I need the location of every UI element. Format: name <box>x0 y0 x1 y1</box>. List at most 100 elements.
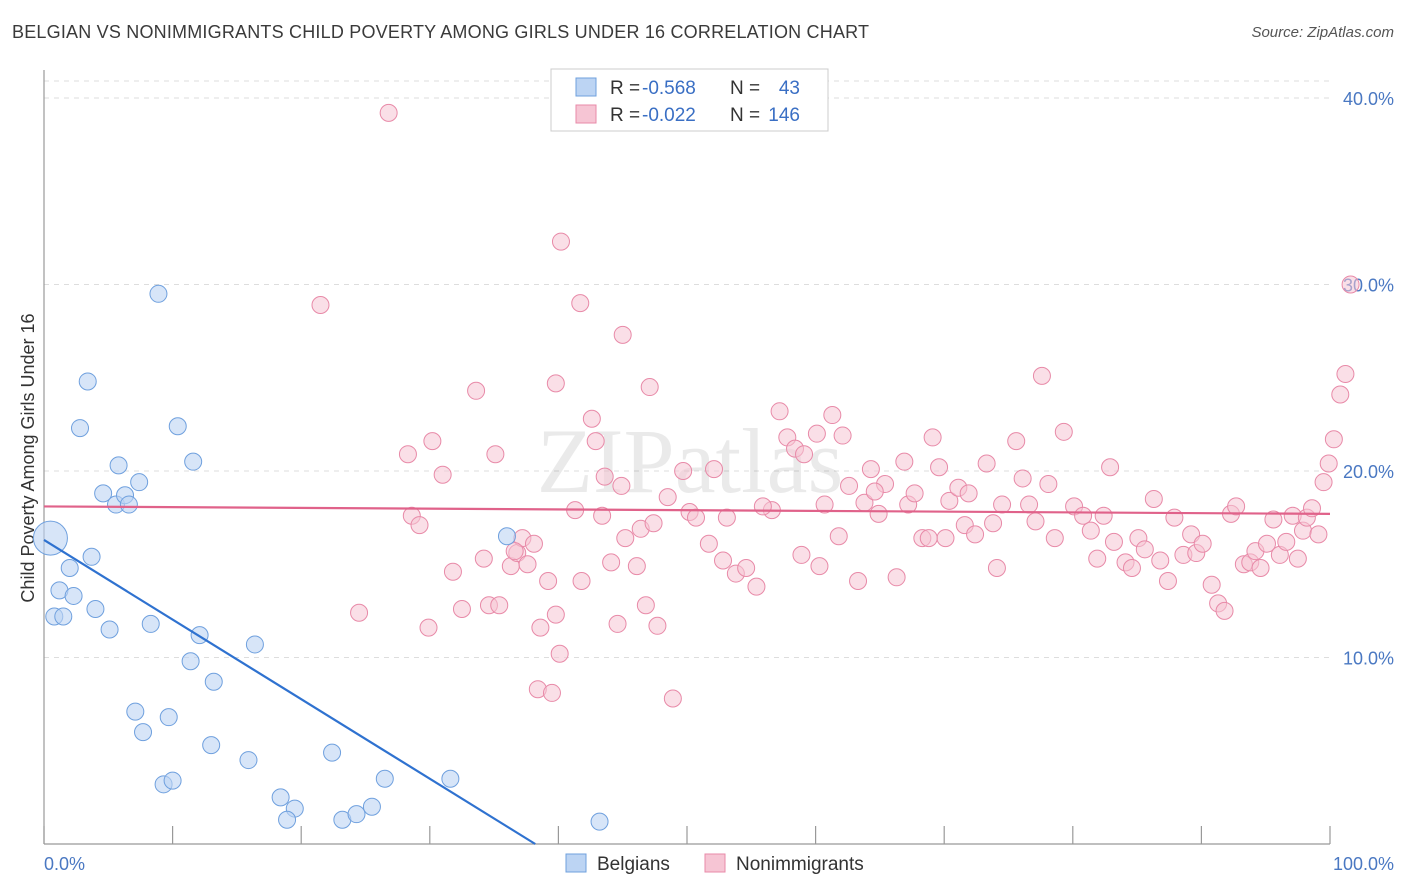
nonimmigrants-point <box>546 374 565 393</box>
nonimmigrants-point <box>595 467 614 486</box>
nonimmigrants-points <box>311 103 1360 708</box>
nonimmigrants-point <box>423 432 442 451</box>
nonimmigrants-point <box>840 476 859 495</box>
nonimmigrants-point <box>593 506 612 525</box>
nonimmigrants-point <box>1319 454 1338 473</box>
belgians-point <box>323 743 342 762</box>
nonimmigrants-point <box>572 572 591 591</box>
nonimmigrants-point <box>977 454 996 473</box>
nonimmigrants-point <box>379 103 398 122</box>
belgians-point <box>82 547 101 566</box>
belgians-trend-line <box>43 539 536 845</box>
nonimmigrants-point <box>586 432 605 451</box>
nonimmigrants-point <box>1122 558 1141 577</box>
belgians-point <box>159 708 178 727</box>
nonimmigrants-point <box>640 378 659 397</box>
nonimmigrants-point <box>663 689 682 708</box>
nonimmigrants-point <box>546 605 565 624</box>
nonimmigrants-point <box>1144 489 1163 508</box>
nonimmigrants-point <box>1288 549 1307 568</box>
nonimmigrants-point <box>936 529 955 548</box>
nonimmigrants-point <box>810 557 829 576</box>
belgians-point <box>134 723 153 742</box>
nonimmigrants-point <box>542 683 561 702</box>
legend-r-label: R = <box>610 105 640 126</box>
belgians-point <box>100 620 119 639</box>
nonimmigrants-point <box>1165 508 1184 527</box>
y-axis-label: Child Poverty Among Girls Under 16 <box>18 313 38 602</box>
nonimmigrants-point <box>865 482 884 501</box>
legend-r-label: R = <box>610 78 640 99</box>
nonimmigrants-point <box>919 529 938 548</box>
nonimmigrants-point <box>350 603 369 622</box>
nonimmigrants-point <box>923 428 942 447</box>
belgians-point <box>54 607 73 626</box>
nonimmigrants-trend-line <box>43 505 1331 515</box>
nonimmigrants-point <box>737 558 756 577</box>
belgians-point <box>278 810 297 829</box>
belgians-point <box>204 672 223 691</box>
nonimmigrants-point <box>823 406 842 425</box>
belgians-point <box>375 769 394 788</box>
nonimmigrants-point <box>1151 551 1170 570</box>
nonimmigrants-point <box>1314 473 1333 492</box>
nonimmigrants-point <box>753 497 772 516</box>
nonimmigrants-point <box>398 445 417 464</box>
nonimmigrants-point <box>1039 475 1058 494</box>
legend-n-value: 146 <box>768 105 800 126</box>
nonimmigrants-point <box>887 568 906 587</box>
belgians-point <box>119 495 138 514</box>
nonimmigrants-point <box>1104 532 1123 551</box>
nonimmigrants-point <box>795 445 814 464</box>
nonimmigrants-point <box>849 572 868 591</box>
nonimmigrants-point <box>644 514 663 533</box>
series-legend: Belgians Nonimmigrants <box>565 853 864 875</box>
legend-r-value: -0.022 <box>642 105 696 126</box>
nonimmigrants-point <box>987 558 1006 577</box>
nonimmigrants-point <box>1081 521 1100 540</box>
nonimmigrants-point <box>1251 558 1270 577</box>
nonimmigrants-point <box>419 618 438 637</box>
legend-swatch-nonimmigrants <box>575 104 597 124</box>
nonimmigrants-point <box>443 562 462 581</box>
nonimmigrants-point <box>1074 506 1093 525</box>
legend-r-value: -0.568 <box>642 78 696 99</box>
nonimmigrants-point <box>1020 495 1039 514</box>
belgians-point <box>71 419 90 438</box>
nonimmigrants-point <box>1257 534 1276 553</box>
nonimmigrants-point <box>1277 532 1296 551</box>
nonimmigrants-point <box>1331 385 1350 404</box>
belgians-point <box>32 520 68 556</box>
nonimmigrants-point <box>930 458 949 477</box>
nonimmigrants-point <box>861 460 880 479</box>
nonimmigrants-point <box>833 426 852 445</box>
nonimmigrants-point <box>1013 469 1032 488</box>
nonimmigrants-point <box>1088 549 1107 568</box>
nonimmigrants-point <box>940 491 959 510</box>
nonimmigrants-point <box>524 534 543 553</box>
nonimmigrants-point <box>993 495 1012 514</box>
belgians-point <box>94 484 113 503</box>
y-tick-label: 10.0% <box>1343 648 1394 668</box>
nonimmigrants-point <box>452 600 471 619</box>
nonimmigrants-point <box>1135 540 1154 559</box>
x-tick-label-min: 0.0% <box>44 854 85 874</box>
nonimmigrants-point <box>539 572 558 591</box>
nonimmigrants-point <box>1202 575 1221 594</box>
belgians-point <box>362 797 381 816</box>
nonimmigrants-point <box>518 555 537 574</box>
nonimmigrants-point <box>410 516 429 535</box>
nonimmigrants-point <box>966 525 985 544</box>
nonimmigrants-point <box>895 452 914 471</box>
correlation-legend: R = -0.568 N = 43 R = -0.022 N = 146 <box>550 68 829 132</box>
belgians-point <box>130 473 149 492</box>
nonimmigrants-point <box>1054 422 1073 441</box>
nonimmigrants-point <box>311 295 330 314</box>
nonimmigrants-point <box>1026 512 1045 531</box>
nonimmigrants-point <box>486 445 505 464</box>
nonimmigrants-point <box>687 508 706 527</box>
watermark: ZIPatlas <box>537 410 844 512</box>
belgians-point <box>497 527 516 546</box>
y-tick-labels: 10.0%20.0%30.0%40.0% <box>1343 89 1394 669</box>
